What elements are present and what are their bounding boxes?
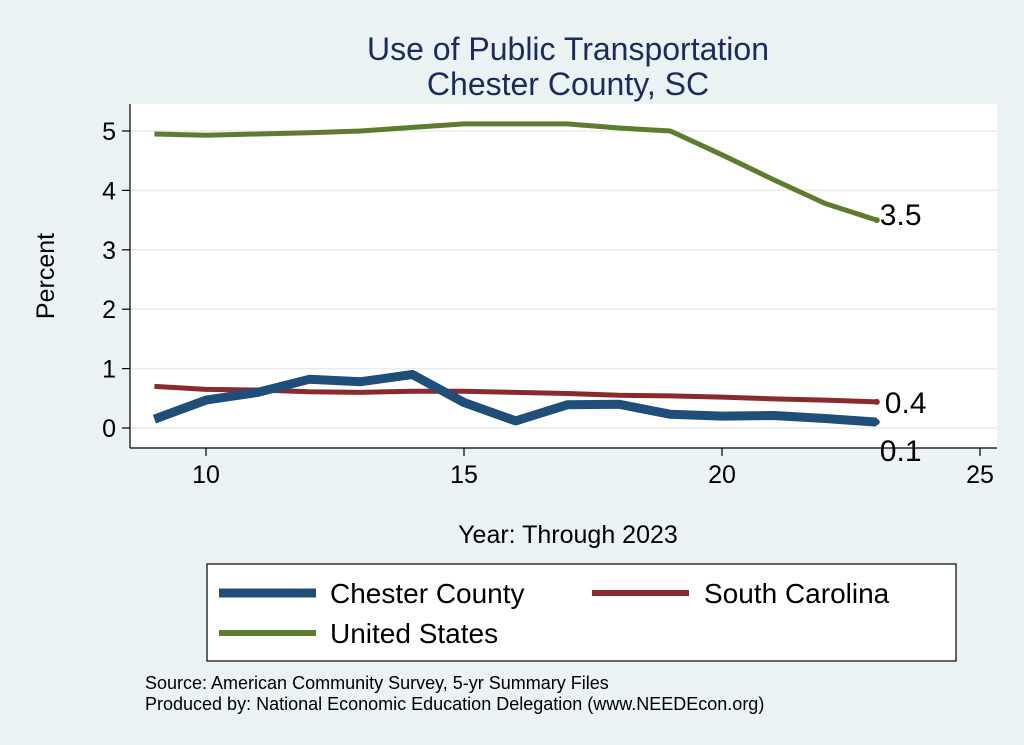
- end-point-chester-county: [873, 419, 880, 426]
- y-tick-label: 0: [102, 415, 116, 443]
- x-tick-label: 25: [966, 461, 994, 489]
- y-axis-title: Percent: [32, 233, 60, 319]
- x-tick-label: 20: [708, 461, 736, 489]
- series-line-chester-county: [152, 370, 878, 427]
- end-labels: 3.5 0.4 0.1: [880, 199, 927, 468]
- x-tick-label: 15: [450, 461, 478, 489]
- end-label-united-states: 3.5: [880, 199, 922, 232]
- end-point-south-carolina: [873, 398, 880, 405]
- series-line-united-states: [154, 121, 878, 223]
- end-point-united-states: [873, 217, 880, 224]
- legend-label-united-states: United States: [330, 618, 498, 649]
- legend-label-chester-county: Chester County: [330, 578, 525, 609]
- y-tick-label: 1: [102, 356, 116, 384]
- gridlines: [130, 130, 997, 429]
- series-lines: [152, 121, 880, 427]
- end-label-south-carolina: 0.4: [885, 387, 927, 420]
- legend-box: [206, 563, 957, 662]
- x-axis-title: Year: Through 2023: [458, 521, 678, 549]
- y-tick-label: 2: [102, 296, 116, 324]
- legend-label-south-carolina: South Carolina: [704, 578, 890, 609]
- y-tick-label: 3: [102, 237, 116, 265]
- chart-subtitle: Chester County, SC: [427, 66, 709, 102]
- y-ticks: 0 1 2 3 4 5: [102, 118, 130, 443]
- source-note: Source: American Community Survey, 5-yr …: [145, 673, 609, 693]
- x-ticks: 10 15 20 25: [192, 448, 994, 489]
- chart-title: Use of Public Transportation: [367, 31, 769, 67]
- producer-note: Produced by: National Economic Education…: [145, 694, 764, 714]
- y-tick-label: 5: [102, 118, 116, 146]
- y-tick-label: 4: [102, 177, 116, 205]
- x-tick-label: 10: [192, 461, 220, 489]
- end-label-chester-county: 0.1: [880, 435, 922, 468]
